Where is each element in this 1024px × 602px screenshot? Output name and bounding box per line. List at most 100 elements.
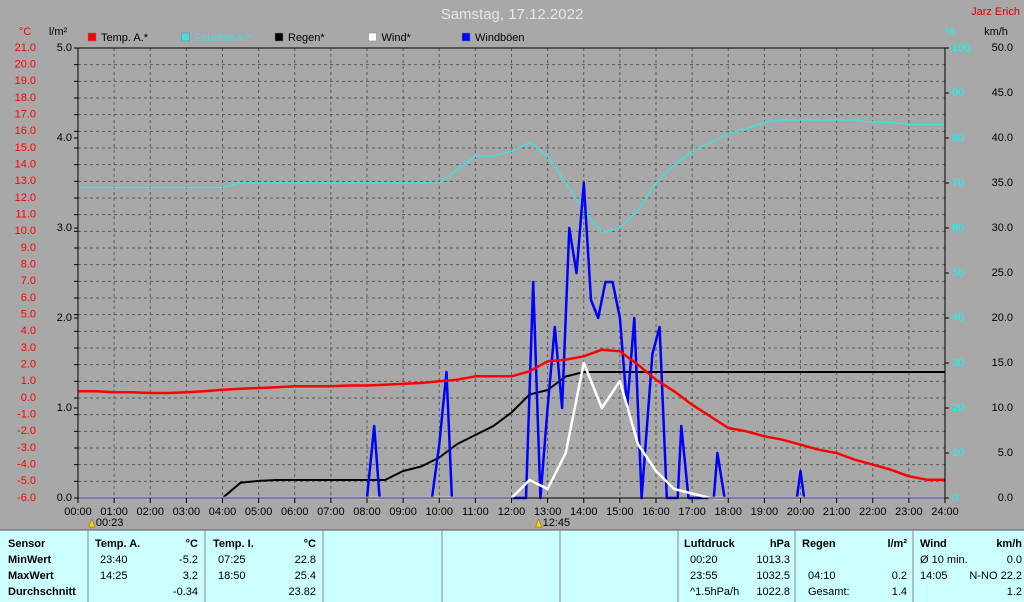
y-tick-label: 20.0 — [992, 312, 1013, 324]
block-title: Wind — [920, 538, 947, 550]
y-tick-label: 16.0 — [15, 125, 36, 137]
x-tick-label: 02:00 — [136, 506, 164, 518]
x-tick-label: 19:00 — [751, 506, 779, 518]
summary-background — [0, 530, 1024, 602]
y-tick-label: 18.0 — [15, 92, 36, 104]
y-tick-label: 25.0 — [992, 267, 1013, 279]
y-tick-label: 5.0 — [998, 447, 1013, 459]
cell-value: 0.2 — [892, 570, 907, 582]
x-tick-label: 18:00 — [714, 506, 742, 518]
x-tick-label: 15:00 — [606, 506, 634, 518]
cell-value: 1.4 — [892, 586, 907, 598]
block-unit: l/m² — [887, 538, 907, 550]
cell-value: 25.4 — [295, 570, 316, 582]
y-tick-label: 30 — [952, 357, 964, 369]
y-tick-label: 21.0 — [15, 42, 36, 54]
y-tick-label: 70 — [952, 177, 964, 189]
row-label: MaxWert — [8, 570, 54, 582]
y-tick-label: 45.0 — [992, 87, 1013, 99]
y-tick-label: 0.0 — [21, 392, 36, 404]
block-title: Temp. I. — [213, 538, 254, 550]
block-title: Luftdruck — [684, 538, 736, 550]
x-tick-label: 17:00 — [678, 506, 706, 518]
event-marker — [535, 518, 542, 528]
y-tick-label: 0.0 — [998, 492, 1013, 504]
event-label: 00:23 — [96, 517, 124, 529]
y-tick-label: 3.0 — [21, 342, 36, 354]
y-tick-label: 20.0 — [15, 59, 36, 71]
x-tick-label: 16:00 — [642, 506, 670, 518]
cell-time: 04:10 — [808, 570, 836, 582]
y-tick-label: 5.0 — [57, 42, 72, 54]
cell-time: Ø 10 min. — [920, 554, 968, 566]
y-tick-label: 20 — [952, 402, 964, 414]
legend-label: Feuchte A.* — [195, 32, 253, 44]
legend-swatch — [87, 32, 97, 42]
cell-value: -5.2 — [179, 554, 198, 566]
y-tick-label: 3.0 — [57, 222, 72, 234]
cell-time: ^1.5hPa/h — [690, 586, 739, 598]
cell-time: 07:25 — [218, 554, 246, 566]
x-tick-label: 20:00 — [787, 506, 815, 518]
event-marker — [88, 518, 96, 528]
row-label: Durchschnitt — [8, 586, 76, 598]
cell-value: -0.34 — [173, 586, 198, 598]
cell-time: 14:05 — [920, 570, 948, 582]
y-tick-label: 14.0 — [15, 159, 36, 171]
cell-time: Gesamt: — [808, 586, 850, 598]
block-unit: hPa — [770, 538, 791, 550]
y-tick-label: 50 — [952, 267, 964, 279]
y-tick-label: 19.0 — [15, 75, 36, 87]
y-tick-label: 7.0 — [21, 275, 36, 287]
event-label: 12:45 — [543, 517, 571, 529]
x-tick-label: 01:00 — [100, 506, 128, 518]
y-tick-label: 1.0 — [21, 375, 36, 387]
y-tick-label: 60 — [952, 222, 964, 234]
x-tick-label: 21:00 — [823, 506, 851, 518]
x-tick-label: 08:00 — [353, 506, 381, 518]
cell-value: 1032.5 — [756, 570, 790, 582]
x-tick-label: 04:00 — [209, 506, 237, 518]
y-tick-label: 35.0 — [992, 177, 1013, 189]
x-tick-label: 12:00 — [498, 506, 526, 518]
legend-label: Regen* — [288, 32, 325, 44]
legend-label: Temp. A.* — [101, 32, 149, 44]
grid — [78, 48, 945, 498]
author: Jarz Erich — [971, 6, 1020, 18]
legend-swatch — [181, 32, 190, 42]
y-tick-label: 8.0 — [21, 259, 36, 271]
y-tick-label: 1.0 — [57, 402, 72, 414]
legend-label: Windböen — [475, 32, 525, 44]
y-tick-label: 12.0 — [15, 192, 36, 204]
y-tick-label: 11.0 — [15, 209, 36, 221]
cell-value: 1022.8 — [756, 586, 790, 598]
x-tick-label: 07:00 — [317, 506, 345, 518]
y-tick-label: -2.0 — [17, 425, 36, 437]
block-title: Regen — [802, 538, 836, 550]
cell-value: 3.2 — [183, 570, 198, 582]
y-tick-label: 40 — [952, 312, 964, 324]
cell-value: 23.82 — [288, 586, 316, 598]
series-line — [78, 348, 945, 481]
y-tick-label: 10.0 — [15, 225, 36, 237]
y-tick-label: 17.0 — [15, 109, 36, 121]
cell-value: 0.0 — [1007, 554, 1022, 566]
y-tick-label: 10.0 — [992, 402, 1013, 414]
y-tick-label: 15.0 — [15, 142, 36, 154]
x-tick-label: 05:00 — [245, 506, 273, 518]
x-tick-label: 00:00 — [64, 506, 92, 518]
y-tick-label: 80 — [952, 132, 964, 144]
y-tick-label: 2.0 — [57, 312, 72, 324]
y-tick-label: 13.0 — [15, 175, 36, 187]
y-tick-label: -6.0 — [17, 492, 36, 504]
cell-value: 1.2 — [1007, 586, 1022, 598]
x-tick-label: 09:00 — [389, 506, 417, 518]
legend-swatch — [461, 32, 471, 42]
axis-unit: l/m² — [49, 26, 68, 38]
cell-time: 14:25 — [100, 570, 128, 582]
labels: 00:00 01:00 02:00 03:00 04:00 05:00 06:00 07:00… — [15, 26, 1013, 529]
y-tick-label: 40.0 — [992, 132, 1013, 144]
legend-label: Wind* — [382, 32, 412, 44]
cell-value: 22.8 — [295, 554, 316, 566]
